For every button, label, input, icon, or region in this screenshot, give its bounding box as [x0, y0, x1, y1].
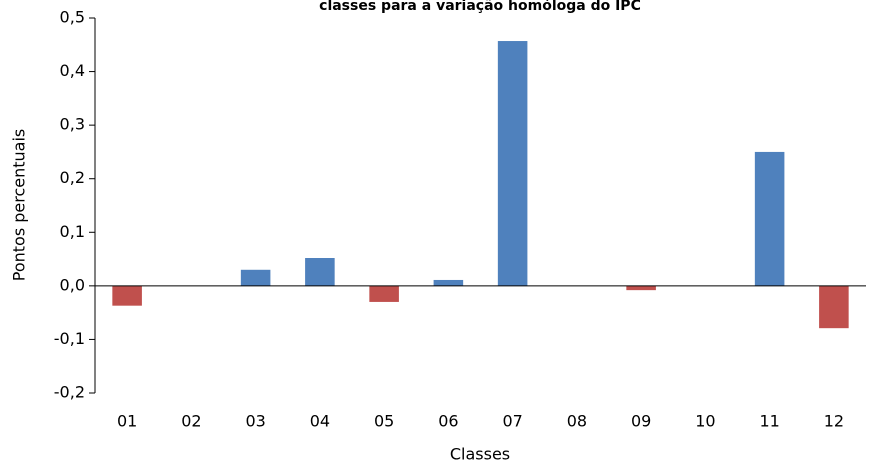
x-tick-label: 06 [438, 412, 458, 431]
bar [240, 269, 271, 286]
x-tick-label: 07 [502, 412, 522, 431]
x-tick-label: 10 [695, 412, 715, 431]
y-axis-label: Pontos percentuais [10, 129, 29, 282]
y-tick-label: -0,1 [54, 329, 85, 348]
x-tick-label: 04 [310, 412, 330, 431]
y-tick-label: 0,5 [60, 8, 85, 27]
bar [112, 285, 142, 306]
x-tick-label: 02 [181, 412, 201, 431]
y-tick-label: 0,3 [60, 115, 85, 134]
y-tick-label: 0,2 [60, 168, 85, 187]
x-tick-label: 03 [245, 412, 265, 431]
y-tick-label: 0,1 [60, 222, 85, 241]
x-axis-label: Classes [450, 445, 510, 464]
x-tick-label: 09 [631, 412, 651, 431]
x-tick-label: 11 [759, 412, 779, 431]
x-tick-label: 08 [567, 412, 587, 431]
x-tick-label: 01 [117, 412, 137, 431]
x-tick-label: 05 [374, 412, 394, 431]
x-tick-label: 12 [824, 412, 844, 431]
y-tick-label: 0,4 [60, 61, 85, 80]
bar [433, 279, 464, 286]
bar [369, 285, 399, 302]
y-tick-label: 0,0 [60, 275, 85, 294]
bar [754, 151, 785, 286]
bar [305, 258, 335, 286]
chart-title: classes para a variação homóloga do IPC [319, 0, 641, 14]
bar [819, 285, 849, 329]
bar [626, 285, 656, 291]
bar [497, 41, 528, 286]
y-tick-label: -0,2 [54, 383, 85, 402]
